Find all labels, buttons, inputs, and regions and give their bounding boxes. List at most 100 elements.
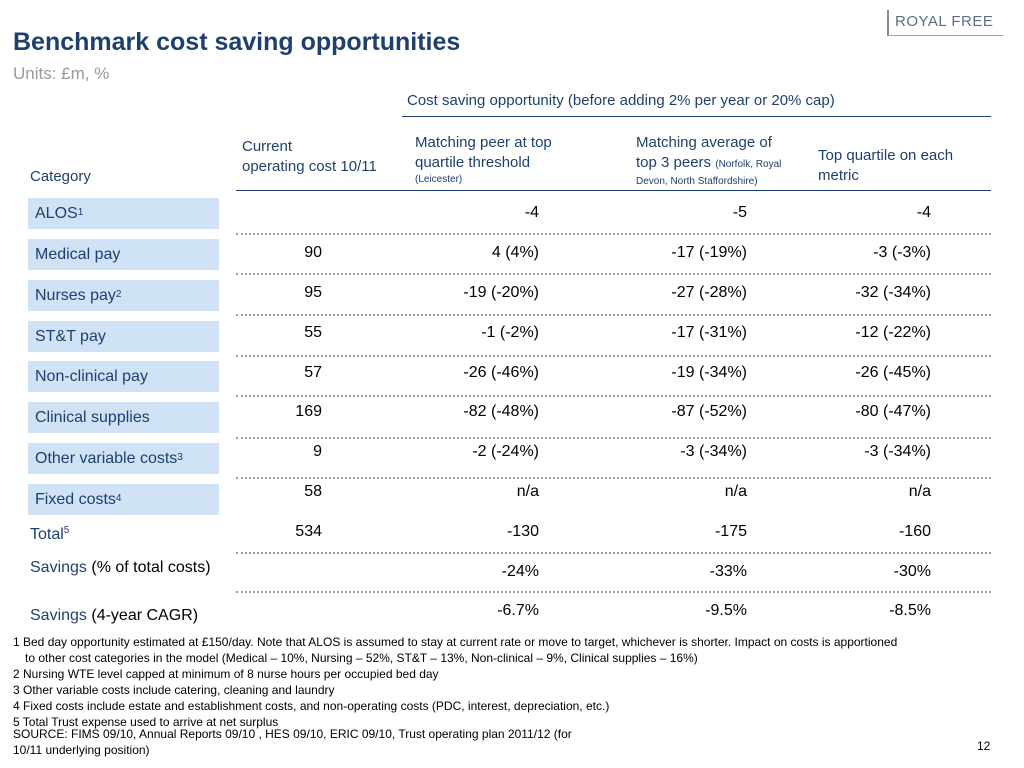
value-peer: -4 xyxy=(524,204,539,221)
savings-cagr-quartile: -8.5% xyxy=(889,602,931,619)
category-clinical-supplies: Clinical supplies xyxy=(28,402,219,433)
savings-label: Savings xyxy=(30,607,87,624)
savings-qualifier: (4-year CAGR) xyxy=(91,607,199,624)
value-quartile: -26 (-45%) xyxy=(855,364,931,381)
royal-free-logo: ROYAL FREE xyxy=(887,10,1003,36)
category-label: Other variable costs xyxy=(35,450,178,467)
total-average: -175 xyxy=(714,523,747,540)
footnote-marker: 4 xyxy=(115,493,122,504)
footnote-1: 1 Bed day opportunity estimated at £150/… xyxy=(13,635,898,649)
savings-cagr-average: -9.5% xyxy=(705,602,747,619)
footnote-marker: 2 xyxy=(115,289,122,300)
category-savings-pct: Savings (% of total costs) xyxy=(30,559,211,577)
header-rule xyxy=(236,190,991,191)
row-divider xyxy=(236,273,991,275)
category-fixed-costs: Fixed costs4 xyxy=(28,484,219,515)
category-label: Nurses pay xyxy=(35,287,116,304)
category-savings-cagr: Savings (4-year CAGR) xyxy=(30,607,198,625)
header-peer-note: (Leicester) xyxy=(415,174,463,185)
value-current: 9 xyxy=(313,443,322,460)
footnote-2: 2 Nursing WTE level capped at minimum of… xyxy=(13,667,439,681)
header-avg-note-b: Devon, North Staffordshire) xyxy=(636,176,758,187)
savings-pct-peer: -24% xyxy=(501,563,539,580)
value-current: 95 xyxy=(304,284,322,301)
header-matching-average: Matching average of top 3 peers (Norfolk… xyxy=(636,133,781,188)
total-current: 534 xyxy=(295,523,322,540)
category-medical-pay: Medical pay xyxy=(28,239,219,270)
super-header-rule xyxy=(402,116,991,117)
value-average: n/a xyxy=(724,483,747,500)
category-non-clinical-pay: Non-clinical pay xyxy=(28,361,219,392)
header-avg-note-a: (Norfolk, Royal xyxy=(715,159,782,170)
value-quartile: -3 (-34%) xyxy=(864,443,931,460)
units-subtitle: Units: £m, % xyxy=(13,64,110,83)
header-quartile-line1: Top quartile on each xyxy=(818,147,954,164)
savings-cagr-peer: -6.7% xyxy=(497,602,539,619)
category-total: Total5 xyxy=(30,525,70,544)
value-quartile: -4 xyxy=(916,204,931,221)
value-average: -19 (-34%) xyxy=(671,364,747,381)
row-divider xyxy=(236,233,991,235)
category-label: Non-clinical pay xyxy=(35,368,148,385)
savings-pct-quartile: -30% xyxy=(893,563,931,580)
header-current-cost: Current operating cost 10/11 xyxy=(242,137,377,177)
header-matching-peer: Matching peer at top quartile threshold … xyxy=(415,133,552,186)
header-peer-line2: quartile threshold xyxy=(415,154,531,171)
page-number: 12 xyxy=(977,739,991,753)
footnote-1-continued: to other cost categories in the model (M… xyxy=(25,651,698,665)
value-average: -27 (-28%) xyxy=(671,284,747,301)
value-quartile: -80 (-47%) xyxy=(855,403,931,420)
row-divider xyxy=(236,314,991,316)
header-current-line2: operating cost 10/11 xyxy=(242,158,377,175)
value-peer: n/a xyxy=(516,483,539,500)
footnote-marker: 5 xyxy=(63,525,70,536)
category-stt-pay: ST&T pay xyxy=(28,321,219,352)
category-other-variable-costs: Other variable costs3 xyxy=(28,443,219,474)
page-title: Benchmark cost saving opportunities xyxy=(13,28,461,56)
value-peer: -19 (-20%) xyxy=(463,284,539,301)
total-quartile: -160 xyxy=(898,523,931,540)
row-divider xyxy=(236,437,991,439)
row-divider xyxy=(236,395,991,397)
header-top-quartile: Top quartile on each metric xyxy=(818,146,953,186)
total-label: Total xyxy=(30,526,64,543)
row-divider xyxy=(236,591,991,593)
value-current: 55 xyxy=(304,324,322,341)
category-nurses-pay: Nurses pay2 xyxy=(28,280,219,311)
header-category: Category xyxy=(30,168,91,185)
footnotes: 1 Bed day opportunity estimated at £150/… xyxy=(13,634,1013,730)
footnote-4: 4 Fixed costs include estate and establi… xyxy=(13,699,610,713)
category-label: Medical pay xyxy=(35,246,121,263)
savings-label: Savings xyxy=(30,559,87,576)
footnote-marker: 3 xyxy=(177,452,183,463)
value-quartile: -12 (-22%) xyxy=(855,324,931,341)
header-current-line1: Current xyxy=(242,138,293,155)
header-peer-line1: Matching peer at top xyxy=(415,134,552,151)
savings-qualifier: (% of total costs) xyxy=(91,559,211,576)
footnote-5: 5 Total Trust expense used to arrive at … xyxy=(13,715,279,729)
source-note: SOURCE: FIMS 09/10, Annual Reports 09/10… xyxy=(13,726,653,758)
value-quartile: -3 (-3%) xyxy=(873,244,931,261)
row-divider xyxy=(236,552,991,554)
source-line-2: 10/11 underlying position) xyxy=(13,743,150,757)
footnote-3: 3 Other variable costs include catering,… xyxy=(13,683,335,697)
value-average: -87 (-52%) xyxy=(671,403,747,420)
header-avg-line1: Matching average of xyxy=(636,134,772,151)
value-average: -5 xyxy=(732,204,747,221)
value-peer: -82 (-48%) xyxy=(463,403,539,420)
value-average: -17 (-31%) xyxy=(671,324,747,341)
header-avg-line2: top 3 peers xyxy=(636,154,712,171)
footnote-marker: 1 xyxy=(77,207,84,218)
value-current: 90 xyxy=(304,244,322,261)
value-average: -17 (-19%) xyxy=(671,244,747,261)
category-label: Clinical supplies xyxy=(35,409,150,426)
total-peer: -130 xyxy=(506,523,539,540)
value-average: -3 (-34%) xyxy=(680,443,747,460)
row-divider xyxy=(236,477,991,479)
category-alos: ALOS1 xyxy=(28,198,219,229)
row-divider xyxy=(236,355,991,357)
value-peer: 4 (4%) xyxy=(491,244,539,261)
value-current: 57 xyxy=(304,364,322,381)
value-peer: -26 (-46%) xyxy=(463,364,539,381)
category-label: ST&T pay xyxy=(35,328,106,345)
